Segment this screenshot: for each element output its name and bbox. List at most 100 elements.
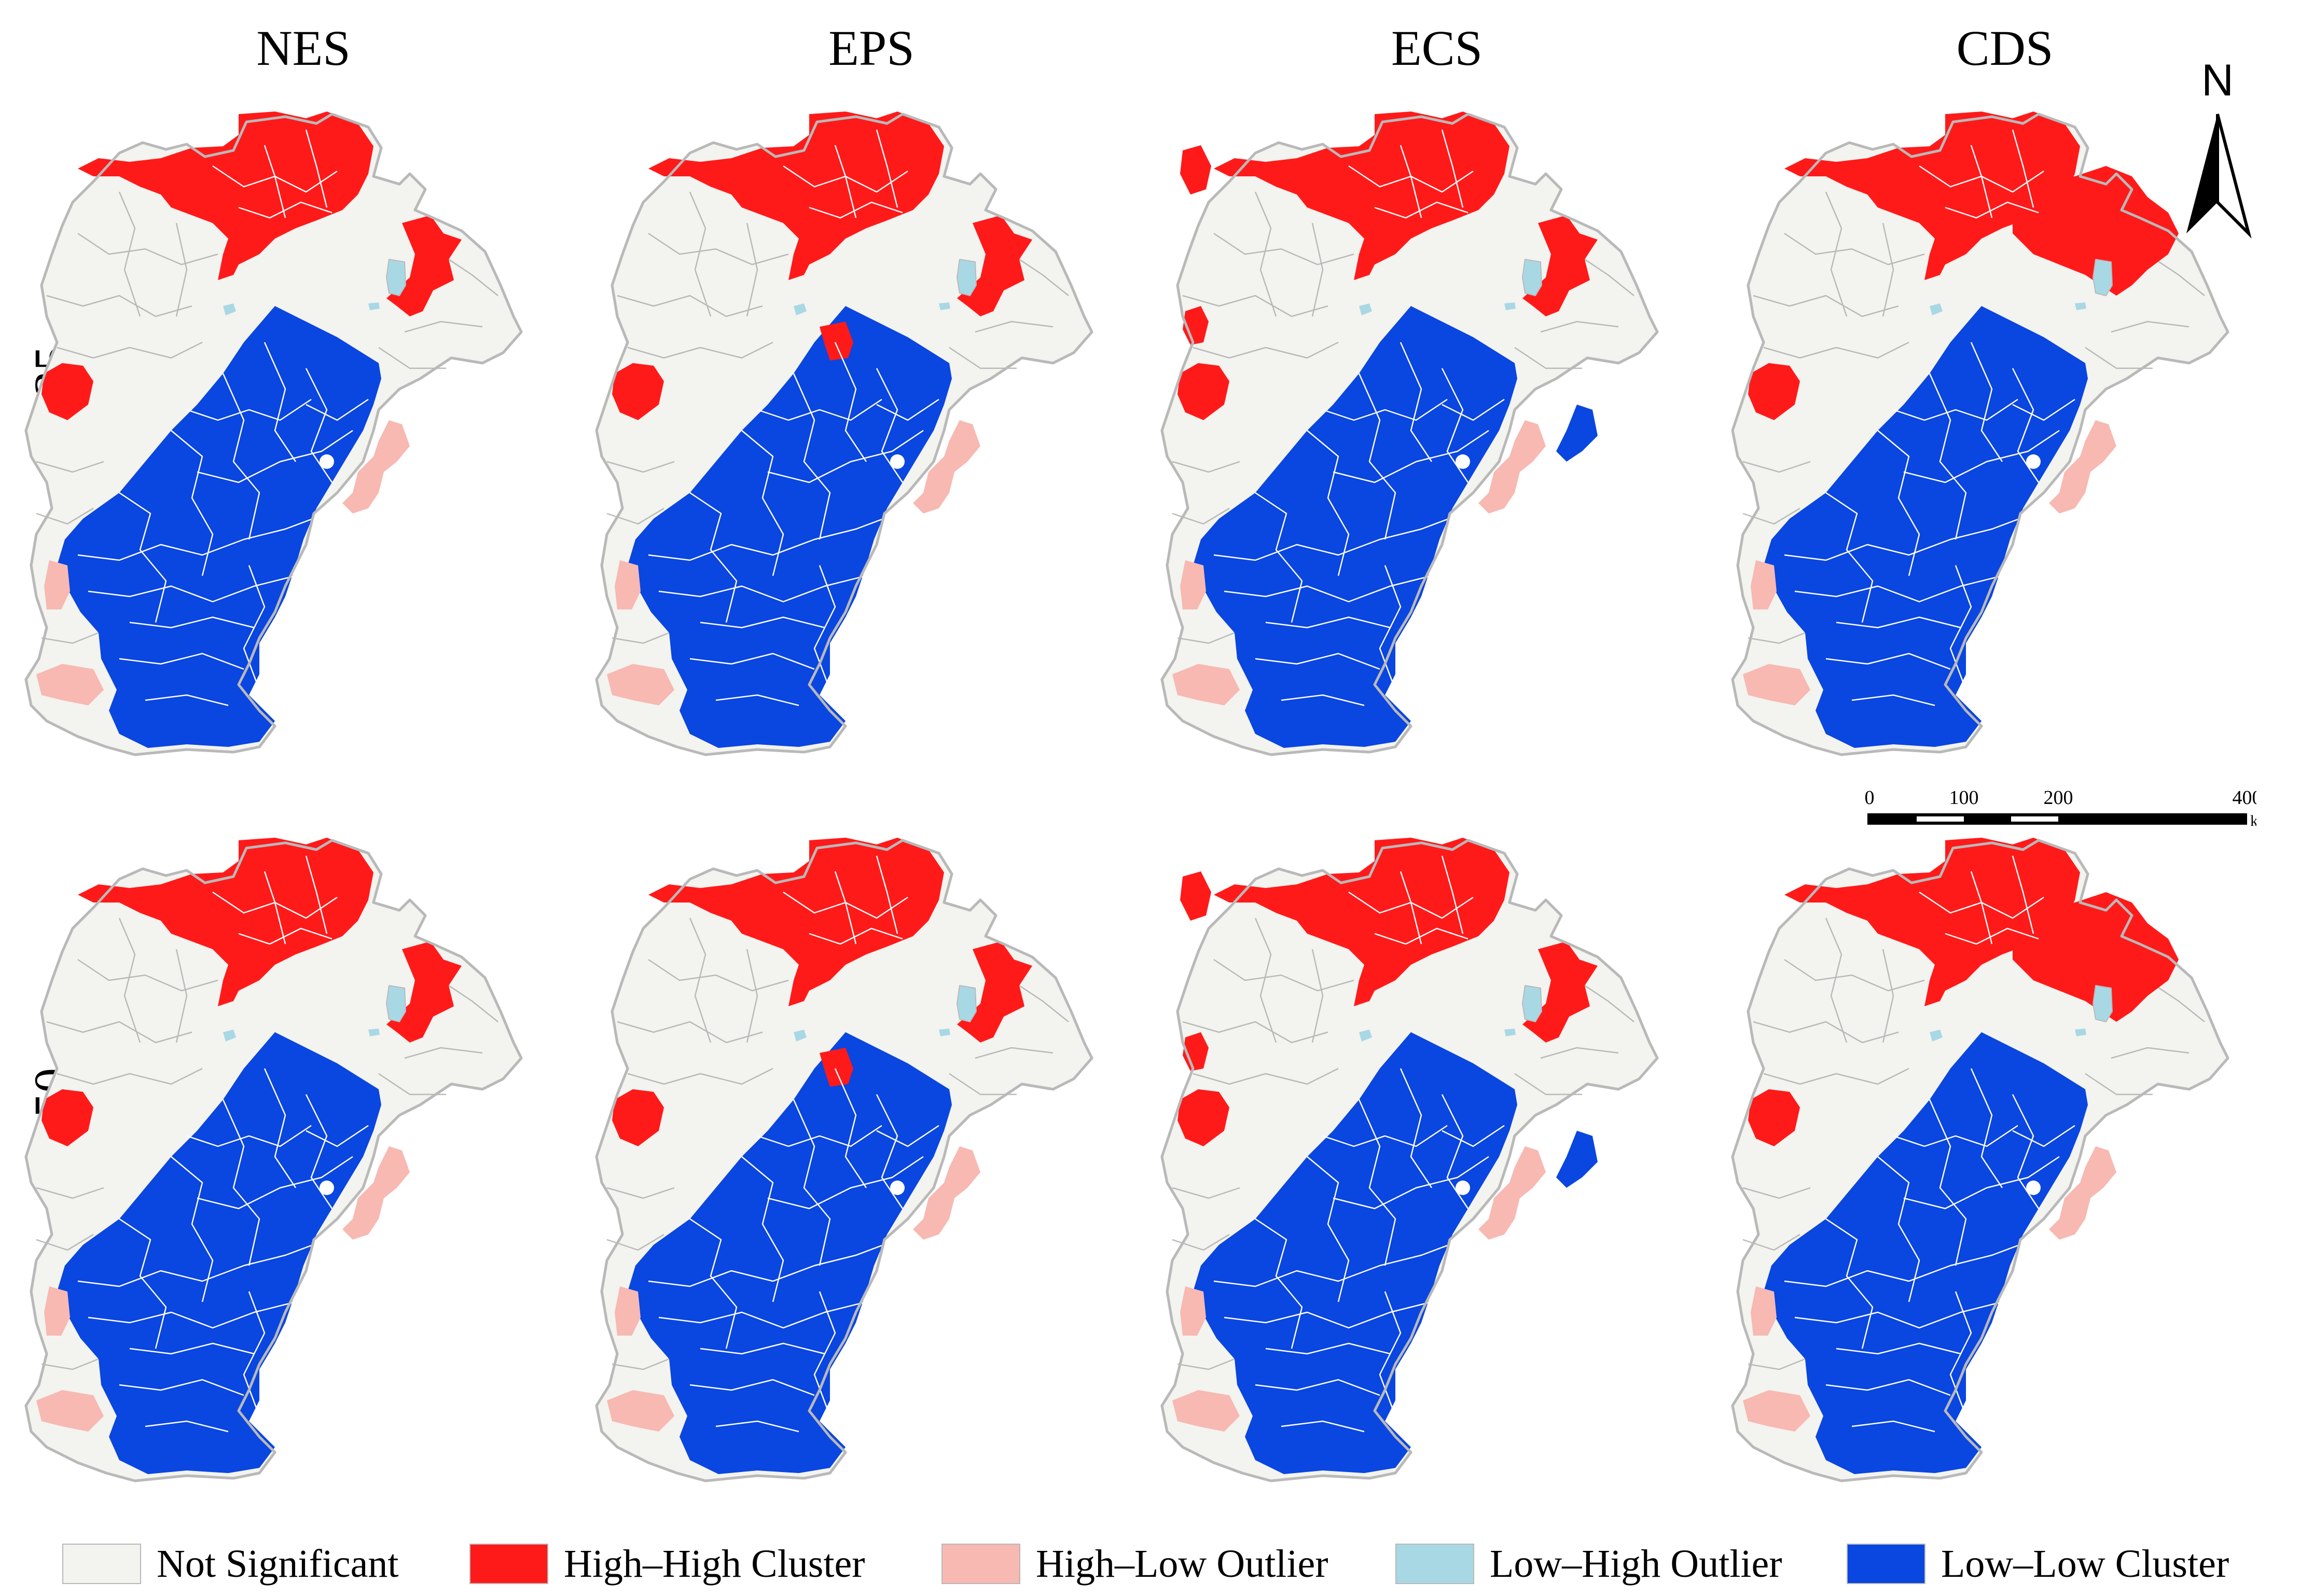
region-outline <box>1731 113 2229 756</box>
county-boundary <box>1333 429 1489 483</box>
high-high-cluster-region <box>1214 838 1509 1006</box>
county-boundary <box>1794 1301 2003 1329</box>
county-boundary <box>627 341 773 359</box>
high-low-outlier-region <box>36 1390 104 1432</box>
low-high-outlier-region <box>939 302 950 310</box>
county-boundary <box>715 1420 799 1433</box>
county-boundary <box>658 575 867 603</box>
high-low-outlier-region <box>342 420 410 514</box>
county-boundary <box>606 1187 675 1199</box>
county-boundary <box>197 1156 353 1210</box>
legend-label-high-high: High–High Cluster <box>564 1542 865 1586</box>
county-boundary <box>145 1420 229 1433</box>
county-boundary <box>648 232 789 266</box>
county-boundary <box>1825 492 1874 623</box>
legend-item-not-significant: Not Significant <box>62 1538 399 1590</box>
high-high-cluster-region <box>1748 1089 1800 1146</box>
high-high-cluster-region <box>386 941 462 1043</box>
column-title-nes: NES <box>256 20 351 76</box>
county-boundary <box>222 373 260 540</box>
county-boundary <box>306 1125 369 1147</box>
legend-label-high-low: High–Low Outlier <box>1036 1542 1328 1586</box>
county-boundary <box>876 368 904 483</box>
county-boundary <box>834 342 867 462</box>
county-boundary <box>440 979 498 1022</box>
county-boundary <box>1441 368 1469 483</box>
county-boundary <box>767 429 924 483</box>
legend-item-low-low: Low–Low Cluster <box>1847 1538 2229 1590</box>
county-boundary <box>1224 575 1432 603</box>
county-boundary <box>834 871 857 945</box>
county-boundary <box>222 1099 260 1266</box>
county-boundary <box>1011 979 1069 1022</box>
legend-item-low-high: Low–High Outlier <box>1395 1538 1782 1590</box>
high-high-cluster-region <box>41 1089 93 1146</box>
county-boundary <box>1763 1067 1909 1085</box>
county-boundary <box>1213 512 1463 561</box>
county-boundary <box>1903 1156 2060 1210</box>
county-boundary <box>1172 461 1240 473</box>
county-boundary <box>689 492 738 623</box>
legend-item-high-high: High–High Cluster <box>469 1538 865 1590</box>
county-boundary <box>876 855 898 934</box>
map-2035-nes <box>24 112 523 756</box>
high-low-outlier-region <box>36 664 104 705</box>
county-boundary <box>1400 145 1422 218</box>
county-boundary <box>1400 1068 1433 1188</box>
low-low-cluster-region <box>1764 306 2088 748</box>
county-boundary <box>1949 1291 1972 1417</box>
county-boundary <box>2012 1094 2040 1209</box>
county-boundary <box>1970 145 1993 218</box>
county-boundary <box>88 1301 296 1329</box>
county-boundary <box>129 1342 255 1355</box>
county-boundary <box>793 373 831 540</box>
high-high-cluster-region <box>1180 871 1211 921</box>
scale-tick-200: 200 <box>2044 787 2073 809</box>
low-high-outlier-region <box>957 259 977 296</box>
high-low-outlier-region <box>1180 1286 1206 1336</box>
county-boundary <box>1970 871 1993 945</box>
county-boundary <box>36 1187 104 1199</box>
high-high-cluster-region <box>1177 363 1229 420</box>
map-2050-eps <box>595 838 1093 1482</box>
county-boundary <box>617 295 763 317</box>
county-boundary <box>1011 253 1069 296</box>
county-boundary <box>741 1156 784 1302</box>
county-boundary <box>1254 918 1277 1043</box>
high-low-outlier-region <box>1478 1146 1546 1240</box>
county-boundary <box>404 1047 483 1059</box>
county-boundary <box>1851 1420 1935 1433</box>
high-low-outlier-region <box>607 664 674 705</box>
county-boundary <box>118 191 141 317</box>
high-high-cluster-region <box>612 363 664 420</box>
high-high-cluster-region <box>957 215 1032 316</box>
low-high-outlier-region <box>2093 259 2113 296</box>
county-boundary <box>186 398 312 421</box>
county-boundary <box>746 223 758 317</box>
county-boundary <box>1281 694 1365 706</box>
county-boundary <box>746 949 758 1043</box>
legend-swatch-not-significant <box>62 1544 141 1584</box>
county-boundary <box>612 632 670 644</box>
low-high-outlier-region <box>1504 1029 1516 1036</box>
high-high-cluster-region <box>1214 112 1509 280</box>
low-high-outlier-region <box>794 1030 807 1042</box>
county-boundary <box>1374 927 1468 945</box>
county-boundary <box>1281 1420 1365 1433</box>
county-boundary <box>238 201 332 219</box>
low-high-outlier-region <box>794 303 807 315</box>
high-high-cluster-region <box>648 112 944 280</box>
high-low-outlier-region <box>1751 560 1777 609</box>
county-boundary <box>197 429 353 483</box>
low-high-outlier-region <box>2075 1029 2086 1036</box>
enclave <box>320 454 334 469</box>
county-boundary <box>876 129 898 208</box>
region-outline <box>24 839 523 1482</box>
high-low-outlier-region <box>44 1286 70 1336</box>
low-low-cluster-region <box>1556 405 1598 462</box>
high-high-cluster-region <box>1180 145 1211 195</box>
legend-swatch-low-high <box>1395 1544 1474 1584</box>
county-boundary <box>809 927 903 945</box>
map-2050-ecs <box>1160 838 1659 1482</box>
county-boundary <box>1784 1239 2034 1287</box>
